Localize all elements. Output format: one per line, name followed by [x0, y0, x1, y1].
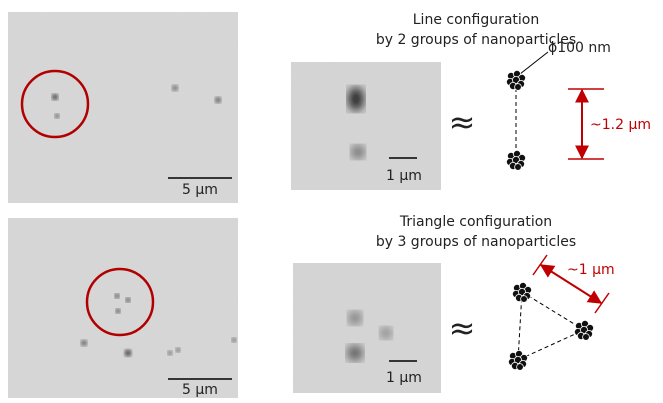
title: by 3 groups of nanoparticles [376, 234, 576, 250]
distance-label: ~1 μm [567, 262, 615, 278]
scale-label: 5 μm [182, 382, 218, 398]
overview-image [8, 218, 238, 398]
approx-sign: ≈ [449, 103, 476, 141]
scale-label: 1 μm [386, 370, 422, 386]
title: by 2 groups of nanoparticles [376, 32, 576, 48]
scale-label: 1 μm [386, 168, 422, 184]
line-diagram [506, 52, 604, 170]
size-label: ϕ100 nm [548, 40, 611, 56]
figure: 5 μm 1 μm ≈ Line configuration by 2 grou… [0, 0, 663, 403]
overview-image [8, 12, 238, 203]
scale-label: 5 μm [182, 182, 218, 198]
distance-label: ~1.2 μm [590, 117, 651, 133]
title: Triangle configuration [399, 214, 552, 230]
title: Line configuration [413, 12, 540, 28]
approx-sign: ≈ [449, 309, 476, 347]
